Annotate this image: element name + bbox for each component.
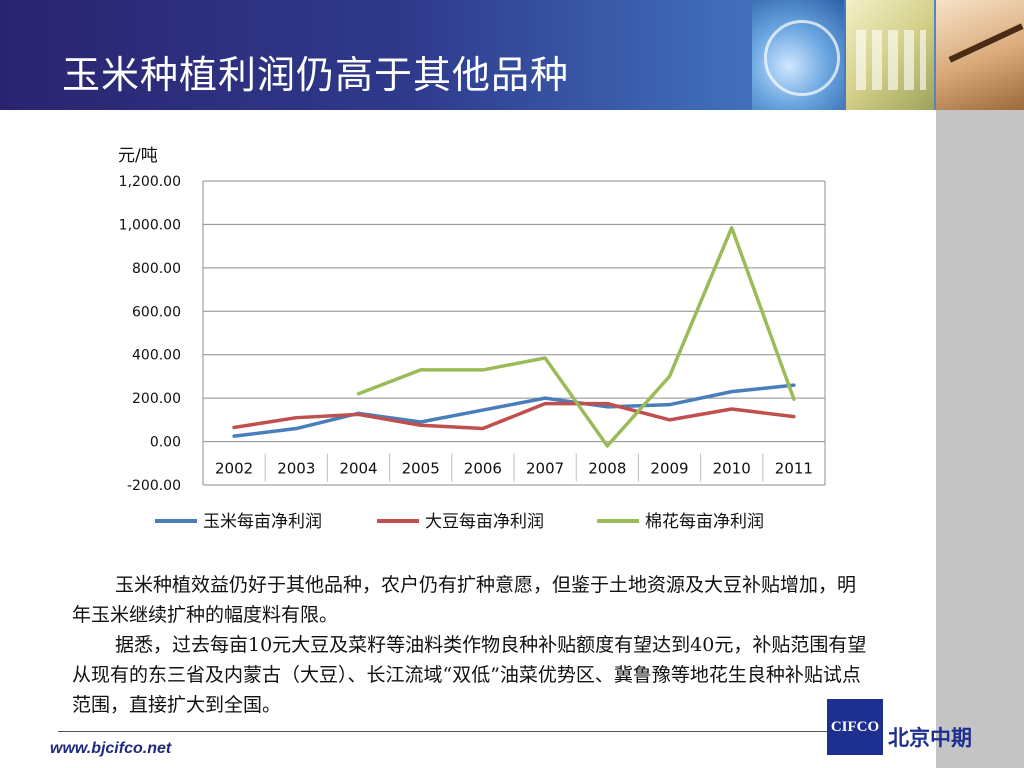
y-tick-label: 400.00 xyxy=(132,348,181,364)
series-line-1 xyxy=(232,383,796,438)
header-photo-strip xyxy=(752,0,1024,110)
x-tick-label: 2010 xyxy=(713,460,751,478)
y-tick-label: 800.00 xyxy=(132,261,181,277)
legend-label: 棉花每亩净利润 xyxy=(645,512,764,532)
legend-label: 玉米每亩净利润 xyxy=(203,512,322,532)
y-tick-label: 600.00 xyxy=(132,304,181,320)
line-chart: 1,200.00 1,000.00 800.00 600.00 400.00 200.00… xyxy=(119,174,826,532)
x-tick-label: 2008 xyxy=(588,460,626,478)
footer-divider xyxy=(58,731,848,732)
x-tick-label: 2011 xyxy=(775,460,813,478)
cifco-logo: CIFCO xyxy=(827,699,883,755)
series-line-2 xyxy=(232,401,796,431)
y-axis-unit-label: 元/吨 xyxy=(118,146,158,166)
x-tick-label: 2004 xyxy=(339,460,377,478)
slide-title: 玉米种植利润仍高于其他品种 xyxy=(62,53,570,97)
body-text: 玉米种植效益仍好于其他品种，农户仍有扩种意愿，但鉴于土地资源及大豆补贴增加，明年… xyxy=(72,570,872,720)
right-gray-band xyxy=(936,110,1024,768)
paragraph-1: 玉米种植效益仍好于其他品种，农户仍有扩种意愿，但鉴于土地资源及大豆补贴增加，明年… xyxy=(72,574,857,626)
clock-photo xyxy=(752,0,844,110)
x-tick-label: 2005 xyxy=(402,460,440,478)
title-bar: 玉米种植利润仍高于其他品种 xyxy=(0,0,1024,110)
x-tick-label: 2003 xyxy=(277,460,315,478)
pen-photo xyxy=(936,0,1024,110)
paragraph-2: 据悉，过去每亩10元大豆及菜籽等油料类作物良种补贴额度有望达到40元，补贴范围有… xyxy=(72,634,867,716)
x-tick-label: 2009 xyxy=(650,460,688,478)
x-tick-label: 2002 xyxy=(215,460,253,478)
y-tick-label: 0.00 xyxy=(150,435,181,451)
x-tick-label: 2006 xyxy=(464,460,502,478)
x-tick-label: 2007 xyxy=(526,460,564,478)
y-tick-label: 1,200.00 xyxy=(119,174,181,190)
y-tick-label: -200.00 xyxy=(127,478,181,494)
y-tick-label: 1,000.00 xyxy=(119,217,181,233)
company-name: 北京中期 xyxy=(888,726,972,750)
legend-label: 大豆每亩净利润 xyxy=(425,512,544,532)
y-tick-label: 200.00 xyxy=(132,391,181,407)
website-link[interactable]: www.bjcifco.net xyxy=(50,740,172,757)
series-line-3 xyxy=(356,225,796,448)
calculator-photo xyxy=(846,0,934,110)
